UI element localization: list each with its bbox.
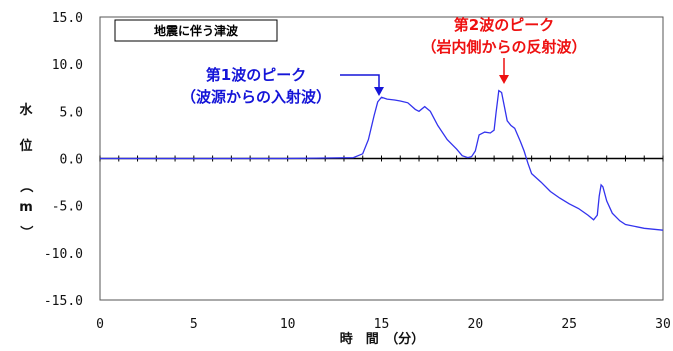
x-tick-label: 25: [561, 317, 577, 332]
legend-box: [114, 19, 278, 42]
y-tick-label: 5.0: [60, 105, 83, 120]
x-tick-label: 0: [96, 317, 104, 332]
y-tick-label: 0.0: [60, 153, 83, 168]
x-tick-label: 15: [374, 317, 390, 332]
annotation-2-line-1: 第2波のピーク: [454, 16, 554, 34]
y-axis-title-1: 水: [19, 102, 33, 118]
y-axis-title-5: ）: [18, 225, 34, 238]
y-tick-label: -15.0: [44, 294, 83, 309]
y-axis-title-3: （: [18, 179, 34, 192]
x-tick-label: 20: [468, 317, 484, 332]
y-tick-label: -10.0: [44, 247, 83, 262]
annotation-1-arrow: [340, 74, 380, 89]
y-tick-labels: 15.0 10.0 5.0 0.0 -5.0 -10.0 -15.0: [44, 11, 83, 309]
y-tick-label: -5.0: [52, 200, 83, 215]
annotation-2-arrowhead: [499, 75, 509, 84]
y-axis-title-2: 位: [19, 138, 32, 154]
x-tick-label: 5: [190, 317, 198, 332]
x-tick-labels: 0 5 10 15 20 25 30: [96, 317, 671, 332]
annotation-2-line-2: （岩内側からの反射波）: [421, 38, 586, 56]
x-axis-title: 時 間 （分）: [340, 331, 425, 347]
y-axis-title-4: m: [19, 200, 33, 215]
y-tick-label: 10.0: [52, 58, 83, 73]
x-tick-label: 30: [655, 317, 671, 332]
annotation-1-line-1: 第1波のピーク: [206, 66, 306, 84]
x-tick-label: 10: [280, 317, 296, 332]
y-tick-label: 15.0: [52, 11, 83, 26]
annotation-1-arrowhead: [374, 87, 384, 96]
legend-box-label: 地震に伴う津波: [154, 23, 239, 38]
series-line: [100, 89, 664, 231]
annotation-1-line-2: （波源からの入射波）: [181, 88, 331, 106]
